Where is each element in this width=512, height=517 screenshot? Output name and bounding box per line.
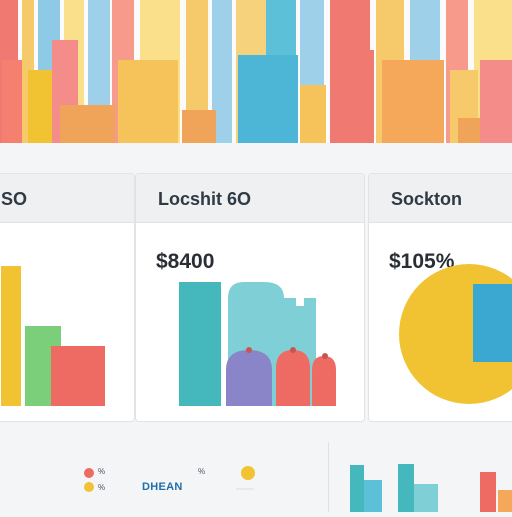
dome-purple bbox=[226, 350, 272, 406]
banner-illustration bbox=[0, 0, 512, 143]
card-value: $8400 bbox=[156, 250, 215, 273]
bar-1 bbox=[1, 266, 21, 406]
marker-3 bbox=[322, 353, 328, 359]
card-value: $105% bbox=[389, 250, 455, 273]
mini-bar-5 bbox=[480, 472, 496, 512]
card-title: Locshit 6O bbox=[158, 189, 252, 209]
bar-3 bbox=[51, 346, 77, 406]
bar-teal bbox=[179, 282, 221, 406]
mini-bar-3 bbox=[398, 464, 414, 512]
legend-mark-2: % bbox=[98, 483, 106, 492]
mini-bar-4 bbox=[414, 484, 438, 512]
legend-mark-1: % bbox=[98, 467, 106, 476]
mixed-chart bbox=[179, 282, 336, 406]
legend-mark-3: % bbox=[198, 467, 206, 476]
header-banner bbox=[0, 0, 512, 143]
pie-blue bbox=[473, 284, 512, 362]
mini-bar-6 bbox=[498, 490, 512, 512]
dome-coral-2 bbox=[312, 356, 336, 406]
marker-1 bbox=[246, 347, 252, 353]
mini-bar-1 bbox=[350, 465, 364, 512]
metric-card-1[interactable]: SO bbox=[0, 173, 135, 422]
legend-label: DHEAN bbox=[142, 481, 183, 493]
divider bbox=[328, 442, 329, 512]
bar-chart bbox=[1, 266, 105, 406]
card-header: Locshit 6O bbox=[136, 174, 364, 223]
legend-dot-yellow-2 bbox=[241, 466, 255, 480]
card-header: Sockton bbox=[369, 174, 512, 223]
mini-bar-2 bbox=[364, 480, 382, 512]
metric-card-3[interactable]: Sockton $105% bbox=[368, 173, 512, 422]
legend-dot-yellow bbox=[84, 482, 94, 492]
dash bbox=[236, 488, 254, 490]
marker-2 bbox=[290, 347, 296, 353]
card-title: SO bbox=[1, 189, 28, 209]
bottom-illustration bbox=[84, 464, 512, 512]
dome-coral-1 bbox=[276, 350, 310, 406]
card-title: Sockton bbox=[391, 189, 463, 209]
pie-chart bbox=[399, 264, 512, 404]
bar-4 bbox=[77, 346, 105, 406]
bottom-section bbox=[0, 440, 512, 512]
metric-card-2[interactable]: Locshit 6O $8400 bbox=[135, 173, 365, 422]
legend-dot-coral bbox=[84, 468, 94, 478]
card-header: SO bbox=[0, 174, 134, 223]
